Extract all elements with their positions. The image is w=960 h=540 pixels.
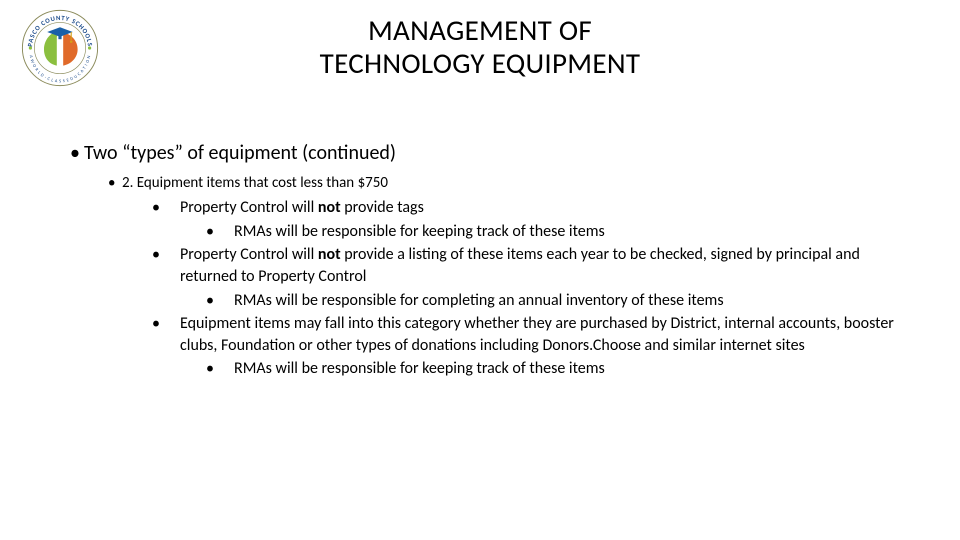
- title-line-2: TECHNOLOGY EQUIPMENT: [320, 45, 641, 81]
- bullet-l4-text: RMAs will be responsible for keeping tra…: [234, 222, 605, 241]
- bullet-level-3: •Equipment items may fall into this cate…: [166, 313, 920, 356]
- bullet-level-3: •Property Control will not provide a lis…: [166, 244, 920, 287]
- bullet-l3-post: provide tags: [341, 198, 424, 217]
- bullet-l3-pre: Equipment items may fall into this categ…: [180, 314, 894, 355]
- bullet-l4-text: RMAs will be responsible for keeping tra…: [234, 359, 605, 378]
- slide: PASCO COUNTY SCHOOLS A W O R L D - C L A…: [0, 0, 960, 540]
- bullet-l3-pre: Property Control will: [180, 245, 318, 264]
- slide-body: •Two “types” of equipment (continued) •2…: [70, 140, 920, 382]
- bullet-l4-text: RMAs will be responsible for completing …: [234, 291, 724, 310]
- bullet-glyph: •: [70, 140, 84, 167]
- bullet-glyph: •: [166, 244, 180, 266]
- bullet-glyph: •: [220, 221, 234, 243]
- bullet-glyph: •: [220, 358, 234, 380]
- bullet-l1-text: Two “types” of equipment (continued): [84, 141, 396, 165]
- bullet-glyph: •: [166, 313, 180, 335]
- bullet-l3-pre: Property Control will: [180, 198, 318, 217]
- bullet-level-4: •RMAs will be responsible for keeping tr…: [220, 221, 920, 243]
- bullet-glyph: •: [108, 173, 122, 193]
- bullet-level-4: •RMAs will be responsible for completing…: [220, 290, 920, 312]
- slide-title: MANAGEMENT OF TECHNOLOGY EQUIPMENT: [0, 14, 960, 81]
- title-line-1: MANAGEMENT OF: [368, 12, 592, 48]
- bullet-level-1: •Two “types” of equipment (continued): [70, 140, 920, 167]
- bullet-glyph: •: [166, 197, 180, 219]
- bullet-l3-bold: not: [318, 245, 341, 264]
- bullet-l3-bold: not: [318, 198, 341, 217]
- bullet-l2-text: 2. Equipment items that cost less than $…: [122, 174, 388, 192]
- bullet-glyph: •: [220, 290, 234, 312]
- bullet-level-3: •Property Control will not provide tags: [166, 197, 920, 219]
- bullet-level-2: •2. Equipment items that cost less than …: [108, 173, 920, 193]
- bullet-level-4: •RMAs will be responsible for keeping tr…: [220, 358, 920, 380]
